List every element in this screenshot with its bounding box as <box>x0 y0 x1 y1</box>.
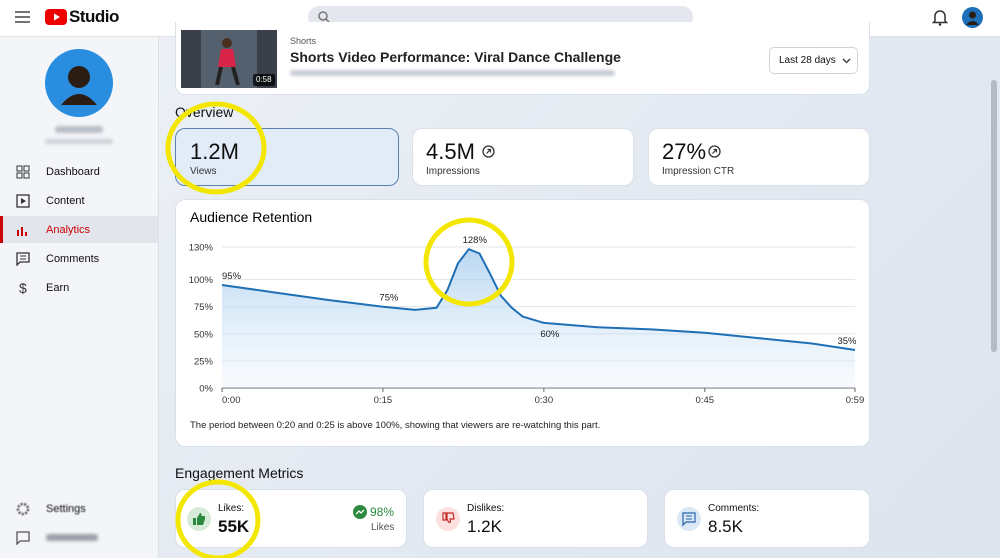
metric-card[interactable]: 27% Impression CTR <box>648 128 870 186</box>
nav-label: Earn <box>46 281 70 294</box>
blurred-video-info <box>290 70 615 76</box>
account-avatar[interactable] <box>962 7 983 28</box>
comments-card[interactable]: Comments: 8.5K <box>664 489 870 548</box>
data-label: 128% <box>463 235 488 246</box>
y-tick-label: 130% <box>189 243 214 254</box>
dislikes-card[interactable]: Dislikes: 1.2K <box>423 489 648 548</box>
dislikes-label: Dislikes: <box>467 503 505 514</box>
likes-share-label: Likes <box>371 522 395 533</box>
y-tick-label: 100% <box>189 275 214 286</box>
sidebar <box>0 37 159 558</box>
nav-content[interactable]: Content <box>0 187 158 214</box>
chart-title: Audience Retention <box>190 209 312 225</box>
metric-value: 27% <box>662 139 707 164</box>
y-tick-label: 25% <box>194 356 214 367</box>
dislikes-value: 1.2K <box>467 517 502 536</box>
video-card <box>175 22 870 95</box>
data-label: 60% <box>540 329 560 340</box>
chart: Audience Retention The period between 0:… <box>189 209 865 431</box>
nav-dashboard[interactable]: Dashboard <box>0 158 158 185</box>
nav-label: Settings <box>46 502 86 515</box>
date-range-dropdown[interactable]: Last 28 days <box>769 47 858 74</box>
x-tick-label: 0:00 <box>222 395 241 406</box>
metric-card[interactable]: 1.2M Views <box>175 128 399 186</box>
data-label: 95% <box>222 271 242 282</box>
x-tick-label: 0:15 <box>374 395 393 406</box>
metric-value: 1.2M <box>190 139 239 164</box>
likes-card[interactable]: Likes: 55K 98% Likes <box>175 489 407 548</box>
notifications-button[interactable] <box>932 9 948 26</box>
nav-label: Analytics <box>46 223 91 236</box>
nav-settings[interactable]: Settings <box>0 495 158 522</box>
video-thumbnail[interactable] <box>181 30 277 88</box>
nav-label: Dashboard <box>46 165 100 178</box>
section-title: Overview <box>175 104 234 120</box>
likes-value: 55K <box>218 517 250 536</box>
date-range-label: Last 28 days <box>779 55 836 66</box>
metric-value: 4.5M <box>426 139 475 164</box>
chart-annotation: The period between 0:20 and 0:25 is abov… <box>190 420 600 431</box>
x-tick-label: 0:45 <box>696 395 715 406</box>
y-tick-label: 50% <box>194 329 214 340</box>
x-tick-label: 0:59 <box>846 395 865 406</box>
likes-share: 98% <box>370 505 395 519</box>
video-title: Shorts Video Performance: Viral Dance Ch… <box>290 49 621 65</box>
x-tick-label: 0:30 <box>535 395 554 406</box>
data-label: 35% <box>837 336 857 347</box>
video-kind: Shorts <box>290 36 317 46</box>
logo-icon[interactable] <box>45 9 67 25</box>
blurred-channel-info <box>45 139 113 144</box>
nav-label: Content <box>46 194 85 207</box>
metric-label: Views <box>190 166 217 177</box>
comments-value: 8.5K <box>708 517 743 536</box>
comments-label: Comments: <box>708 503 760 514</box>
y-tick-label: 75% <box>194 302 214 313</box>
scrollbar[interactable] <box>991 80 997 352</box>
nav-analytics[interactable]: Analytics <box>0 216 158 243</box>
metric-label: Impression CTR <box>662 166 735 177</box>
nav-comments[interactable]: Comments <box>0 245 158 272</box>
duration-badge: 0:58 <box>256 75 272 84</box>
likes-label: Likes: <box>218 503 245 514</box>
data-label: 75% <box>379 293 399 304</box>
svg-text:$: $ <box>19 281 27 295</box>
channel-avatar[interactable] <box>45 49 113 117</box>
blurred-channel-name <box>55 126 103 133</box>
metric-label: Impressions <box>426 166 480 177</box>
metric-card[interactable]: 4.5M Impressions <box>412 128 634 186</box>
section-title: Engagement Metrics <box>175 465 304 481</box>
menu-button[interactable] <box>14 10 32 24</box>
retention-area <box>222 249 855 388</box>
nav-label: Comments <box>46 252 100 265</box>
y-tick-label: 0% <box>199 384 213 395</box>
nav-earn[interactable]: $ Earn <box>0 274 158 301</box>
nav-feedback[interactable] <box>0 524 158 551</box>
logo-text: Studio <box>69 7 119 26</box>
